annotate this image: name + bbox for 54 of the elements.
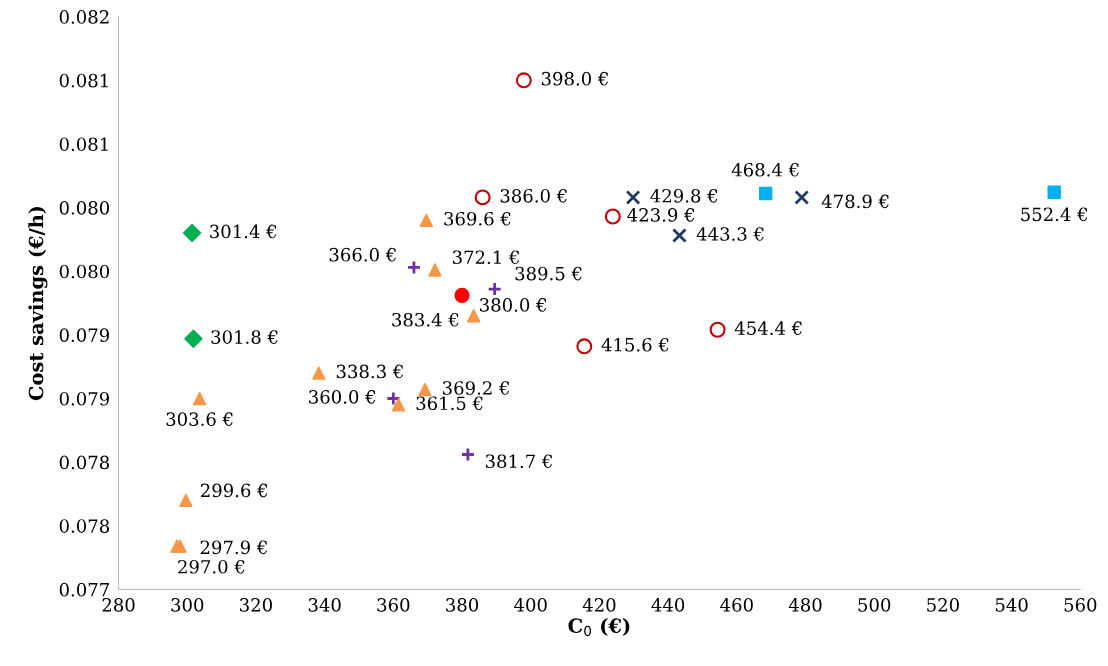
annotation: 386.0 € — [500, 188, 567, 203]
annotation: 383.4 € — [392, 312, 459, 327]
x-tick-label: 340 — [308, 598, 341, 612]
annotation: 423.9 € — [627, 208, 695, 222]
annotation: 360.0 € — [309, 390, 376, 404]
annotation: 381.7 € — [485, 454, 552, 469]
annotation: 361.5 € — [416, 396, 483, 411]
x-tick-label: 380 — [446, 598, 479, 612]
y-tick-label: 0.080 — [59, 264, 110, 279]
annotation: 299.6 € — [200, 483, 268, 498]
y-tick-label: 0.079 — [59, 328, 110, 342]
x-tick-label: 440 — [651, 598, 685, 612]
annotation: 380.0 € — [480, 298, 547, 312]
x-tick-label: 560 — [1064, 598, 1097, 612]
x-tick-label: 480 — [788, 598, 822, 612]
y-tick-label: 0.080 — [59, 201, 110, 215]
annotation: 303.6 € — [166, 412, 233, 426]
annotation: 429.8 € — [650, 188, 718, 203]
annotation: 552.4 € — [1021, 207, 1088, 222]
x-tick-label: 420 — [582, 598, 616, 612]
annotation: 443.3 € — [696, 227, 764, 241]
y-tick-label: 0.078 — [59, 519, 110, 533]
annotation: 366.0 € — [329, 247, 396, 262]
x-tick-label: 500 — [858, 598, 891, 612]
annotation: 468.4 € — [731, 162, 799, 177]
annotation: 389.5 € — [515, 266, 582, 281]
x-tick-label: 460 — [720, 598, 753, 612]
annotation: 415.6 € — [601, 337, 669, 352]
x-axis-title: C$_{0}$ (€) — [568, 617, 630, 637]
y-tick-label: 0.081 — [59, 137, 108, 152]
annotation: 369.6 € — [444, 211, 511, 226]
annotation: 297.9 € — [200, 540, 267, 555]
annotation: 454.4 € — [734, 321, 802, 335]
x-tick-label: 400 — [514, 598, 547, 612]
x-tick-label: 300 — [171, 598, 204, 612]
y-tick-label: 0.081 — [59, 73, 108, 88]
annotation: 478.9 € — [821, 194, 889, 209]
y-tick-label: 0.078 — [59, 455, 110, 470]
x-tick-label: 520 — [927, 598, 959, 612]
annotation: 369.2 € — [442, 381, 510, 395]
y-tick-label: 0.077 — [59, 582, 109, 597]
y-axis-title: Cost savings (€/h) — [28, 206, 48, 401]
annotation: 301.8 € — [211, 330, 278, 344]
annotation: 297.0 € — [178, 559, 245, 574]
x-tick-label: 320 — [240, 598, 272, 612]
x-tick-label: 280 — [102, 598, 135, 612]
annotation: 372.1 € — [452, 250, 520, 265]
annotation: 301.4 € — [210, 224, 277, 239]
y-tick-label: 0.082 — [59, 10, 109, 24]
x-tick-label: 360 — [377, 598, 410, 612]
y-tick-label: 0.079 — [59, 391, 110, 406]
annotation: 398.0 € — [541, 71, 608, 86]
annotation: 338.3 € — [336, 364, 403, 379]
x-tick-label: 540 — [995, 598, 1028, 612]
